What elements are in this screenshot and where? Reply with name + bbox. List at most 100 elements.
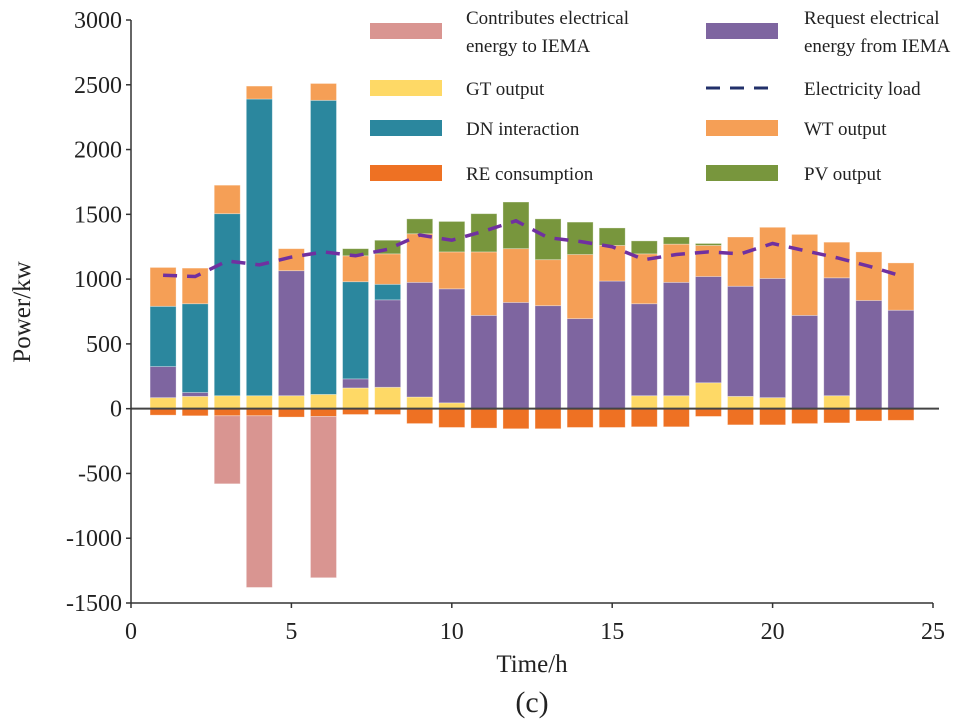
bar-wt-h20 — [759, 226, 786, 279]
bar-re-h19 — [727, 408, 754, 426]
bar-wt-h19 — [727, 236, 754, 287]
legend-swatch — [370, 80, 442, 96]
bar-con-h4 — [245, 415, 273, 588]
bar-gt-h4 — [245, 395, 273, 410]
legend-label: GT output — [466, 79, 545, 100]
bar-wt-h15 — [598, 245, 626, 282]
bar-re-h15 — [598, 408, 626, 428]
legend-label: RE consumption — [466, 164, 594, 185]
bar-req-h15 — [598, 280, 626, 410]
legend-label: DN interaction — [466, 119, 580, 140]
caption: (c) — [515, 686, 548, 719]
bar-wt-h3 — [213, 184, 241, 215]
bar-re-h6 — [310, 408, 337, 417]
bar-req-h8 — [374, 299, 402, 388]
legend-swatch — [370, 23, 442, 39]
bar-pv-h15 — [598, 227, 626, 246]
bar-req-h19 — [727, 285, 754, 397]
bar-re-h22 — [823, 408, 851, 424]
legend-label: energy to IEMA — [466, 36, 590, 57]
bar-req-h21 — [791, 314, 819, 410]
legend-swatch — [706, 23, 778, 39]
bar-req-h7 — [342, 378, 369, 389]
bar-wt-h2 — [181, 267, 209, 305]
electricity-load-line — [163, 218, 902, 279]
bar-pv-h10 — [438, 221, 466, 253]
bar-wt-h18 — [695, 245, 722, 277]
bar-gt-h19 — [727, 395, 754, 410]
bar-pv-h17 — [662, 236, 690, 245]
y-tick-label: -1500 — [66, 591, 122, 617]
bar-req-h13 — [534, 305, 562, 410]
y-tick-label: 1000 — [74, 267, 122, 293]
bar-pv-h16 — [630, 240, 658, 255]
bar-dn-h7 — [342, 281, 369, 380]
bar-re-h17 — [662, 408, 690, 428]
x-tick-label: 0 — [125, 619, 137, 645]
bar-re-h5 — [277, 408, 305, 418]
y-tick-label: 2500 — [74, 73, 122, 99]
bar-pv-h18 — [695, 243, 722, 246]
bar-re-h2 — [181, 408, 209, 417]
bar-wt-h10 — [438, 251, 466, 290]
bar-pv-h9 — [406, 218, 434, 235]
legend-label: Electricity load — [804, 79, 921, 100]
bar-wt-h5 — [277, 248, 305, 272]
bar-gt-h6 — [310, 394, 337, 410]
bar-wt-h14 — [566, 254, 594, 320]
x-tick-label: 10 — [440, 619, 464, 645]
bar-wt-h21 — [791, 234, 819, 316]
axes: -1500 -1000 -500 0 500 1000 1500 2000 2500 3000 0 5… — [66, 8, 945, 645]
bar-re-h10 — [438, 408, 466, 428]
bar-re-h23 — [855, 408, 883, 422]
bar-con-h6 — [310, 416, 337, 579]
bar-re-h9 — [406, 408, 434, 424]
bar-con-h3 — [213, 415, 241, 485]
bar-gt-h9 — [406, 396, 434, 410]
bar-req-h5 — [277, 270, 305, 397]
bars-layer — [149, 83, 915, 588]
bar-req-h10 — [438, 288, 466, 404]
bar-wt-h1 — [149, 267, 177, 307]
bar-gt-h18 — [695, 382, 722, 410]
bar-wt-h16 — [630, 253, 658, 305]
legend-swatch — [706, 165, 778, 181]
legend-swatch — [370, 165, 442, 181]
x-axis-label: Time/h — [496, 651, 568, 678]
bar-wt-h4 — [245, 85, 273, 100]
y-tick-label: -500 — [78, 461, 122, 487]
bar-re-h13 — [534, 408, 562, 430]
bar-dn-h2 — [181, 303, 209, 393]
bar-dn-h6 — [310, 99, 337, 395]
bar-req-h11 — [470, 314, 498, 410]
bar-gt-h8 — [374, 386, 402, 410]
bar-wt-h24 — [887, 262, 915, 311]
y-tick-label: 3000 — [74, 8, 122, 34]
x-tick-label: 5 — [285, 619, 297, 645]
bar-re-h3 — [213, 408, 241, 417]
legend-label: Request electrical — [804, 8, 940, 29]
bar-dn-h4 — [245, 98, 273, 397]
bar-wt-h23 — [855, 251, 883, 301]
bar-re-h11 — [470, 408, 498, 429]
bar-pv-h12 — [502, 201, 530, 250]
bar-req-h9 — [406, 281, 434, 398]
y-tick-label: 1500 — [74, 202, 122, 228]
legend-label: PV output — [804, 164, 882, 185]
y-tick-label: 0 — [110, 397, 122, 423]
bar-wt-h7 — [342, 255, 369, 283]
y-tick-label: 2000 — [74, 138, 122, 164]
bar-gt-h20 — [759, 397, 786, 410]
bar-gt-h17 — [662, 395, 690, 410]
bar-wt-h9 — [406, 233, 434, 283]
bar-pv-h14 — [566, 221, 594, 255]
y-tick-label: 500 — [86, 332, 122, 358]
bar-wt-h13 — [534, 259, 562, 307]
bar-gt-h3 — [213, 395, 241, 410]
bar-dn-h3 — [213, 213, 241, 397]
bar-re-h4 — [245, 408, 273, 417]
bar-req-h1 — [149, 366, 177, 399]
bar-gt-h7 — [342, 387, 369, 410]
y-tick-label: -1000 — [66, 526, 122, 552]
